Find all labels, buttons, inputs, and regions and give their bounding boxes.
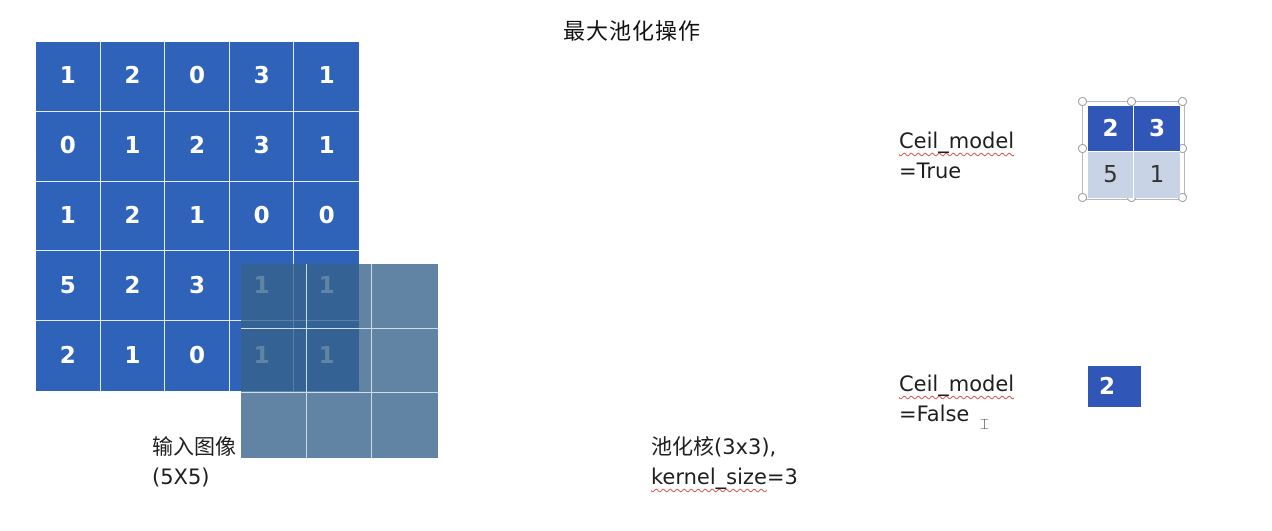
input-cell: 1 <box>36 181 101 252</box>
resize-handle[interactable] <box>1078 97 1087 106</box>
input-cell: 1 <box>294 42 359 112</box>
input-cell: 1 <box>165 181 230 252</box>
ceil-true-value: =True <box>899 159 962 183</box>
input-label-size: (5X5) <box>152 465 210 489</box>
kernel-size-value: =3 <box>766 465 798 489</box>
input-cell: 3 <box>229 111 295 182</box>
input-cell: 2 <box>36 321 101 391</box>
result-cell: 5 <box>1088 152 1134 198</box>
input-cell: 3 <box>229 42 295 112</box>
input-label: 输入图像 (5X5) <box>152 432 236 492</box>
input-cell: 1 <box>100 111 166 182</box>
input-cell: 1 <box>294 112 359 182</box>
result-cell: 3 <box>1134 106 1180 152</box>
resize-handle[interactable] <box>1078 193 1087 202</box>
input-cell: 0 <box>36 111 101 182</box>
ceil-false-param: Ceil_model <box>899 372 1015 396</box>
resize-handle[interactable] <box>1127 97 1136 106</box>
kernel-label-size: kernel_size=3 <box>651 462 798 492</box>
kernel-label: 池化核(3x3), kernel_size=3 <box>651 432 798 492</box>
pooling-kernel <box>241 264 438 458</box>
input-cell: 3 <box>165 251 230 322</box>
input-cell: 0 <box>294 182 359 252</box>
kernel-cell <box>306 328 373 394</box>
kernel-cell <box>306 393 373 458</box>
ceil-false-value: =False <box>899 402 970 426</box>
input-cell: 2 <box>100 42 166 112</box>
resize-handle[interactable] <box>1078 144 1087 153</box>
text-cursor-icon: ⌶ <box>980 415 990 433</box>
input-cell: 2 <box>100 181 166 252</box>
input-matrix: 1 2 0 3 1 0 1 2 3 1 1 2 1 0 0 5 2 3 1 1 … <box>36 42 359 391</box>
kernel-cell <box>241 328 307 394</box>
input-cell: 1 <box>36 42 101 112</box>
kernel-cell <box>372 264 438 329</box>
result-cell: 1 <box>1134 152 1180 198</box>
input-cell: 1 <box>101 321 166 391</box>
kernel-cell <box>306 264 373 329</box>
kernel-cell <box>372 393 438 458</box>
input-cell: 2 <box>100 251 166 322</box>
input-cell: 0 <box>165 42 230 112</box>
ceil-false-label: Ceil_model =False <box>899 369 1014 429</box>
ceil-false-result: 2 <box>1088 366 1141 407</box>
ceil-true-param: Ceil_model <box>899 129 1015 153</box>
kernel-cell <box>372 328 438 394</box>
input-cell: 2 <box>165 111 230 182</box>
result-cell: 2 <box>1088 106 1134 152</box>
ceil-true-label: Ceil_model =True <box>899 126 1014 186</box>
input-cell: 0 <box>165 321 230 391</box>
ceil-true-result-matrix[interactable]: 2 3 5 1 <box>1088 106 1180 198</box>
kernel-size-keyword: kernel_size <box>651 465 767 489</box>
resize-handle[interactable] <box>1178 97 1187 106</box>
kernel-cell <box>241 393 307 458</box>
input-label-name: 输入图像 <box>152 435 236 459</box>
diagram-title: 最大池化操作 <box>563 20 702 45</box>
input-cell: 0 <box>229 181 295 252</box>
kernel-cell <box>241 264 307 329</box>
input-cell: 5 <box>36 251 101 322</box>
kernel-label-name: 池化核(3x3), <box>651 435 777 459</box>
